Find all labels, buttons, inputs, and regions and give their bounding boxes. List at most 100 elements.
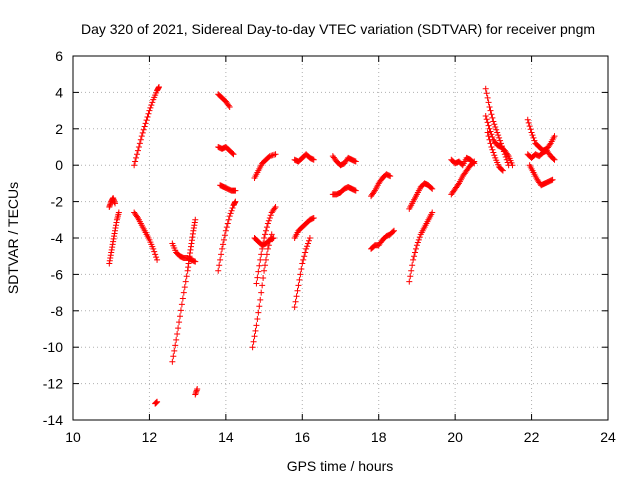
data-point (254, 274, 261, 281)
data-point (413, 242, 420, 249)
x-tick-label: 14 (218, 429, 234, 445)
data-point (490, 149, 497, 156)
data-point (489, 146, 496, 153)
data-point (225, 102, 232, 109)
data-point (151, 248, 158, 255)
data-point (531, 137, 538, 144)
data-point (221, 232, 228, 239)
data-point (182, 278, 189, 285)
data-point (494, 129, 501, 136)
data-point (150, 245, 157, 252)
data-point (504, 151, 511, 158)
data-point (261, 235, 268, 241)
data-point (482, 85, 489, 92)
data-point (171, 347, 178, 354)
data-point (406, 278, 413, 285)
data-point (303, 245, 310, 252)
data-point (262, 231, 269, 238)
data-point (155, 83, 162, 90)
data-point (485, 133, 492, 140)
data-point (229, 204, 236, 211)
data-point (310, 214, 317, 221)
data-point (224, 220, 231, 227)
data-point (524, 116, 531, 123)
data-point (412, 249, 419, 256)
x-tick-label: 12 (142, 429, 158, 445)
series-arc-12 (215, 198, 239, 274)
y-tick-label: -14 (43, 412, 63, 428)
data-point (387, 173, 394, 180)
y-tick-label: -4 (51, 230, 64, 246)
data-point (503, 156, 510, 163)
x-axis-label: GPS time / hours (287, 458, 394, 474)
data-point (232, 198, 239, 205)
data-point (135, 144, 142, 150)
data-point (291, 304, 298, 311)
data-point (493, 126, 500, 133)
series-arc-11 (217, 182, 239, 194)
x-tick-label: 24 (600, 429, 616, 445)
series-arc-14 (253, 204, 279, 287)
data-point (146, 107, 153, 114)
data-point (217, 256, 224, 263)
data-point (115, 209, 122, 216)
data-point (486, 136, 493, 143)
data-point (226, 213, 233, 220)
series-arc-4 (131, 209, 161, 263)
data-point (551, 133, 558, 140)
data-point (301, 253, 308, 260)
data-point (302, 249, 309, 256)
data-point (551, 156, 558, 163)
data-point (229, 150, 236, 157)
data-point (154, 398, 161, 405)
y-tick-label: -10 (43, 339, 63, 355)
data-point (260, 275, 267, 282)
data-point (526, 123, 533, 130)
data-point (527, 126, 534, 133)
series-arc-33 (526, 162, 556, 189)
data-point (192, 258, 199, 265)
data-point (180, 289, 187, 296)
data-point (183, 273, 190, 280)
y-tick-label: 4 (55, 84, 63, 100)
x-tick-label: 18 (371, 429, 387, 445)
data-point (257, 256, 264, 263)
data-point (262, 227, 269, 234)
data-point (134, 213, 141, 220)
series-arc-30 (484, 129, 506, 174)
data-point (230, 151, 237, 158)
data-point (259, 282, 266, 289)
data-point (272, 204, 279, 211)
data-point (141, 123, 148, 130)
grid-lines (73, 56, 608, 420)
data-point (530, 134, 537, 141)
data-point (177, 307, 184, 314)
data-point (498, 166, 505, 173)
series-arc-7 (169, 240, 199, 265)
data-point (153, 254, 160, 261)
series-arc-1 (106, 209, 122, 267)
data-point (220, 236, 227, 243)
data-point (253, 280, 260, 287)
data-point (492, 123, 499, 130)
data-point (497, 137, 504, 144)
series-arc-13 (249, 231, 275, 351)
data-point (131, 162, 138, 169)
data-point (272, 151, 279, 158)
series-arc-29 (482, 113, 516, 169)
data-point (485, 122, 492, 129)
data-point (490, 118, 497, 125)
data-point (149, 99, 156, 106)
data-point (391, 227, 397, 234)
data-point (300, 256, 307, 263)
series-arc-18 (291, 214, 317, 241)
data-point (134, 151, 141, 158)
series-arc-25 (406, 180, 436, 212)
data-point (262, 256, 269, 263)
series-arc-2 (106, 194, 119, 211)
data-point (488, 144, 495, 150)
data-point (262, 262, 269, 269)
data-point (194, 386, 201, 393)
data-point (310, 156, 317, 163)
data-point (138, 133, 145, 140)
